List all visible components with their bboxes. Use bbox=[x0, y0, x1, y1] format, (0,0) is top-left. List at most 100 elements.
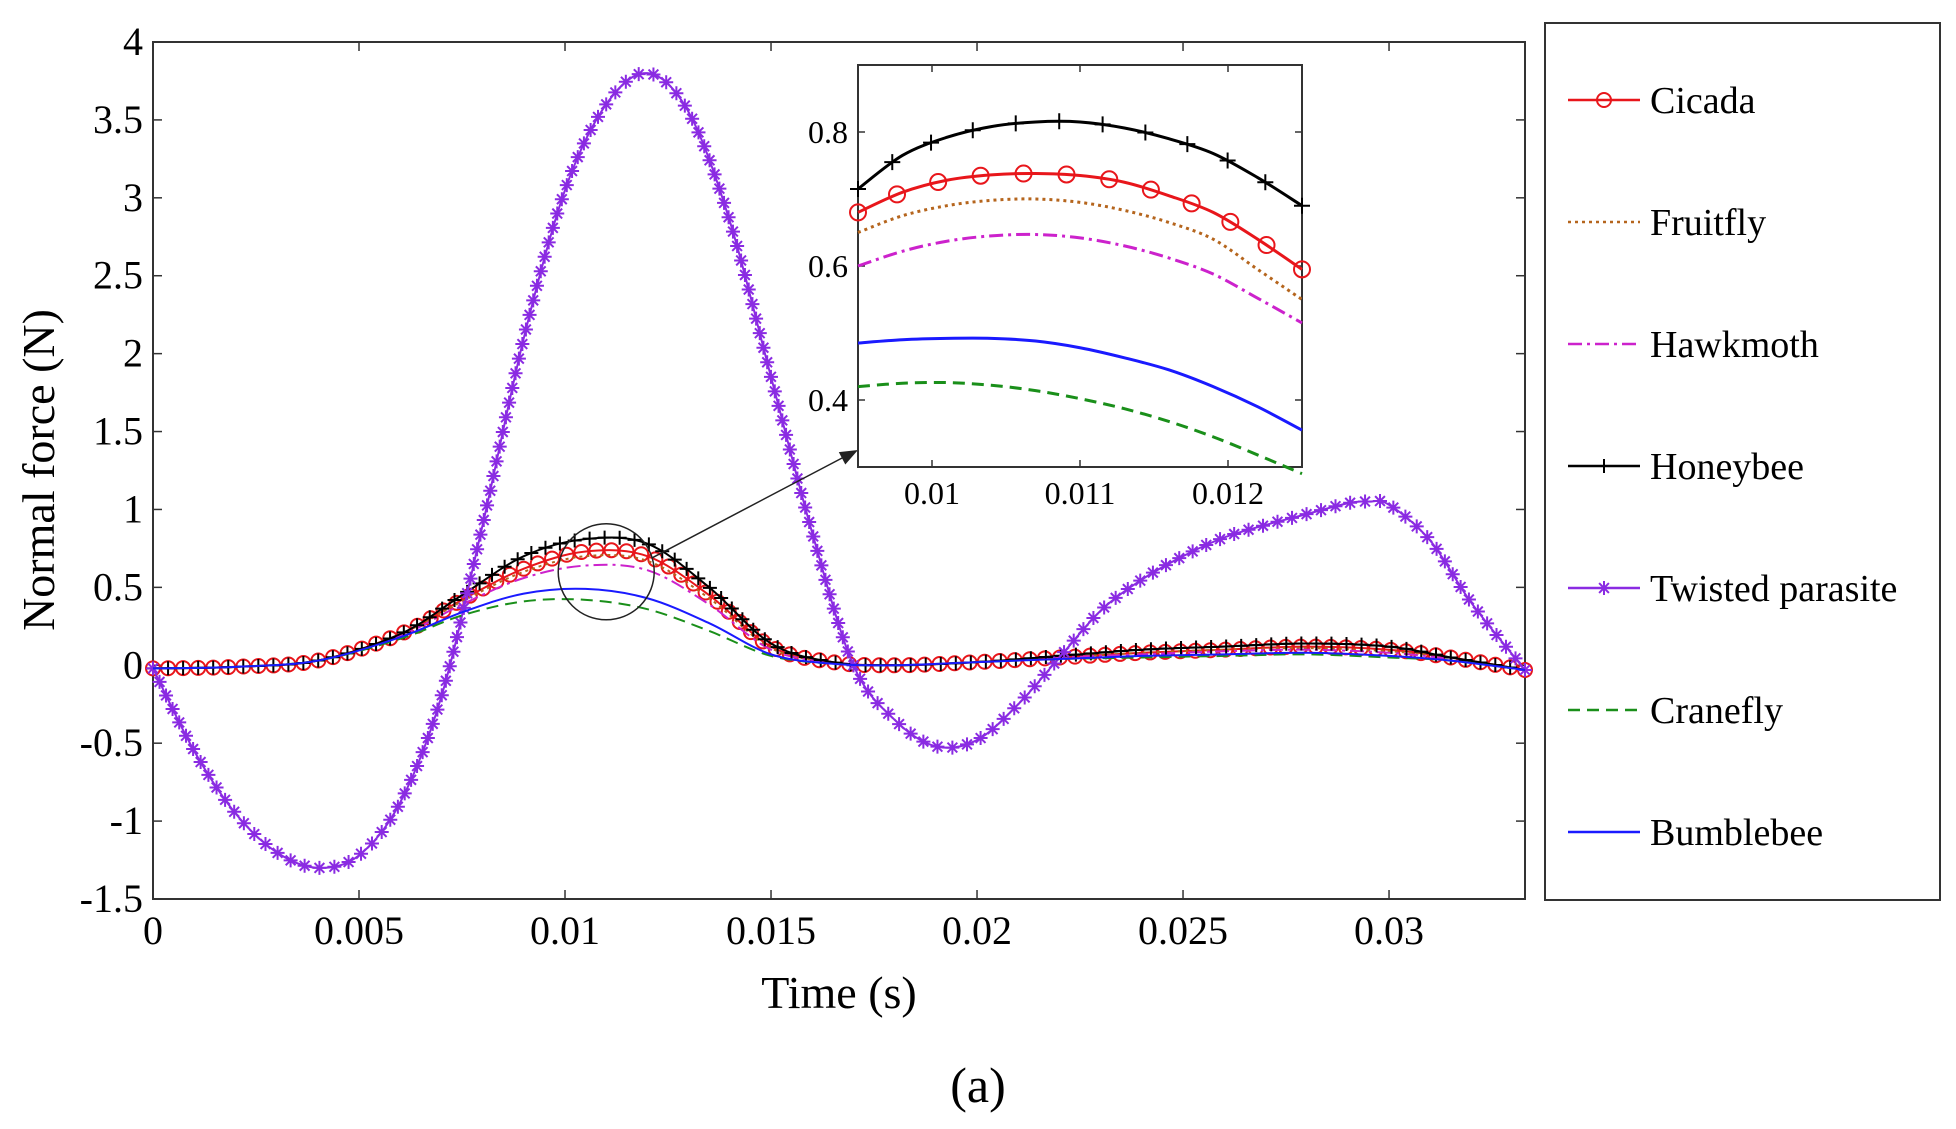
series-marker-honeybee bbox=[1189, 640, 1204, 655]
series-marker-honeybee bbox=[1219, 639, 1234, 654]
series-marker-twisted-parasite bbox=[916, 734, 931, 749]
series-marker-twisted-parasite bbox=[247, 827, 262, 842]
series-marker-cicada bbox=[1014, 164, 1033, 183]
series-marker-twisted-parasite bbox=[1227, 527, 1242, 542]
series-marker-twisted-parasite bbox=[518, 322, 533, 337]
legend-item-cicada: Cicada bbox=[1568, 80, 1756, 122]
series-marker-twisted-parasite bbox=[779, 427, 794, 442]
series-marker-twisted-parasite bbox=[749, 311, 764, 326]
series-line-bumblebee bbox=[152, 587, 1526, 671]
series-marker-twisted-parasite bbox=[270, 845, 285, 860]
series-marker-twisted-parasite bbox=[420, 731, 435, 746]
inset-plot-background bbox=[857, 64, 1303, 468]
series-marker-twisted-parasite bbox=[1120, 582, 1135, 597]
series-marker-twisted-parasite bbox=[554, 192, 569, 207]
series-marker-twisted-parasite bbox=[152, 674, 167, 689]
series-marker-twisted-parasite bbox=[618, 74, 633, 89]
series-marker-honeybee bbox=[538, 540, 553, 555]
zoom-region-circle bbox=[557, 523, 655, 621]
series-marker-honeybee bbox=[813, 653, 828, 668]
series-marker-honeybee bbox=[679, 561, 694, 576]
series-marker-twisted-parasite bbox=[1270, 514, 1285, 529]
series-marker-twisted-parasite bbox=[505, 380, 520, 395]
y-tick-label: 0 bbox=[123, 642, 143, 687]
series-marker-twisted-parasite bbox=[583, 122, 598, 137]
series-marker-twisted-parasite bbox=[861, 684, 876, 699]
series-marker-twisted-parasite bbox=[1097, 600, 1112, 615]
series-marker-honeybee bbox=[1414, 644, 1429, 659]
series-marker-honeybee bbox=[1158, 641, 1173, 656]
y-tick-label: 0.4 bbox=[808, 382, 848, 418]
series-marker-twisted-parasite bbox=[502, 395, 517, 410]
series-marker-twisted-parasite bbox=[483, 483, 498, 498]
series-marker-twisted-parasite bbox=[1470, 604, 1485, 619]
series-marker-twisted-parasite bbox=[608, 85, 623, 100]
series-line-cicada bbox=[857, 172, 1303, 271]
series-marker-cicada bbox=[685, 575, 702, 592]
series-marker-twisted-parasite bbox=[659, 75, 674, 90]
series-marker-honeybee bbox=[850, 180, 866, 197]
series-marker-honeybee bbox=[784, 645, 799, 660]
legend-marker bbox=[1597, 459, 1611, 473]
series-marker-twisted-parasite bbox=[734, 253, 749, 268]
y-tick-label: 2.5 bbox=[93, 253, 143, 298]
series-marker-honeybee bbox=[724, 601, 739, 616]
series-marker-twisted-parasite bbox=[1213, 532, 1228, 547]
series-marker-honeybee bbox=[1324, 636, 1339, 651]
x-tick-label: 0.025 bbox=[1138, 908, 1228, 953]
series-marker-twisted-parasite bbox=[522, 307, 537, 322]
series-line-bumblebee bbox=[857, 336, 1303, 432]
series-marker-cicada bbox=[971, 166, 990, 185]
series-marker-twisted-parasite bbox=[460, 586, 475, 601]
series-marker-honeybee bbox=[1249, 638, 1264, 653]
series-marker-honeybee bbox=[1143, 642, 1158, 657]
series-marker-honeybee bbox=[422, 610, 437, 625]
series-marker-twisted-parasite bbox=[374, 825, 389, 840]
series-marker-honeybee bbox=[612, 530, 627, 545]
series-marker-cicada bbox=[929, 173, 948, 192]
series-marker-twisted-parasite bbox=[511, 351, 526, 366]
series-marker-cicada bbox=[544, 550, 561, 567]
series-marker-twisted-parasite bbox=[341, 855, 356, 870]
series-marker-twisted-parasite bbox=[354, 846, 369, 861]
series-marker-twisted-parasite bbox=[456, 600, 471, 615]
series-marker-twisted-parasite bbox=[476, 513, 491, 528]
series-marker-honeybee bbox=[1219, 152, 1236, 169]
y-tick-label: 0.5 bbox=[93, 564, 143, 609]
series-marker-twisted-parasite bbox=[760, 355, 775, 370]
series-marker-twisted-parasite bbox=[775, 413, 790, 428]
series-marker-twisted-parasite bbox=[712, 181, 727, 196]
series-marker-honeybee bbox=[1137, 124, 1154, 141]
series-marker-twisted-parasite bbox=[236, 816, 251, 831]
series-line-fruitfly bbox=[857, 197, 1303, 301]
series-marker-cicada bbox=[1057, 165, 1076, 184]
figure-caption: (a) bbox=[950, 1057, 1006, 1113]
series-marker-honeybee bbox=[1384, 639, 1399, 654]
legend-item-twisted-parasite: Twisted parasite bbox=[1568, 568, 1897, 610]
y-tick-label: 3.5 bbox=[93, 97, 143, 142]
series-marker-twisted-parasite bbox=[1445, 567, 1460, 582]
series-marker-twisted-parasite bbox=[1185, 544, 1200, 559]
series-marker-honeybee bbox=[552, 536, 567, 551]
series-marker-honeybee bbox=[923, 134, 940, 151]
x-tick-label: 0 bbox=[143, 908, 163, 953]
series-marker-twisted-parasite bbox=[201, 767, 216, 782]
series-marker-cicada bbox=[618, 543, 635, 560]
series-marker-twisted-parasite bbox=[537, 249, 552, 264]
series-marker-twisted-parasite bbox=[565, 164, 580, 179]
y-tick-label: 2 bbox=[123, 331, 143, 376]
series-marker-twisted-parasite bbox=[631, 67, 646, 82]
legend-item-honeybee: Honeybee bbox=[1568, 446, 1804, 488]
series-marker-honeybee bbox=[1094, 116, 1111, 133]
series-marker-honeybee bbox=[691, 571, 706, 586]
series-marker-twisted-parasite bbox=[1437, 554, 1452, 569]
series-marker-twisted-parasite bbox=[737, 267, 752, 282]
series-marker-twisted-parasite bbox=[996, 711, 1011, 726]
x-tick-label: 0.005 bbox=[314, 908, 404, 953]
y-tick-label: 4 bbox=[123, 19, 143, 64]
series-marker-twisted-parasite bbox=[533, 264, 548, 279]
series-marker-honeybee bbox=[884, 154, 901, 171]
series-marker-honeybee bbox=[627, 532, 642, 547]
series-marker-twisted-parasite bbox=[179, 728, 194, 743]
x-tick-label: 0.01 bbox=[904, 475, 960, 511]
